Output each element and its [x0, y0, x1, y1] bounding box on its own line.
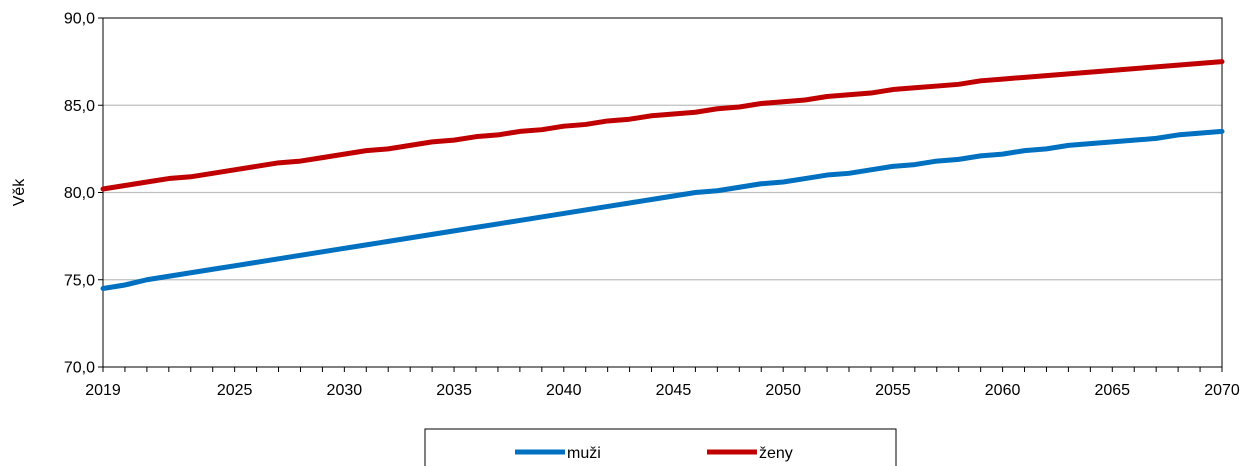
series-line-1 [100, 59, 1225, 192]
x-tick-label: 2060 [985, 382, 1021, 399]
series-line-0 [100, 128, 1225, 291]
gridlines [103, 104, 1222, 281]
x-tick-label: 2050 [765, 382, 801, 399]
x-tick-label: 2030 [327, 382, 363, 399]
legend-label: ženy [759, 445, 793, 462]
x-tick-label: 2040 [546, 382, 582, 399]
y-tick-label: 90,0 [64, 11, 95, 28]
y-axis-title: Věk [11, 178, 28, 207]
y-tick-label: 75,0 [64, 272, 95, 289]
x-tick-label: 2019 [85, 382, 121, 399]
legend: muži ženy [424, 428, 897, 466]
y-tick-label: 85,0 [64, 98, 95, 115]
x-tick-label: 2055 [875, 382, 911, 399]
series-layer [100, 59, 1225, 291]
legend-box [424, 428, 897, 466]
x-tick-label: 2070 [1204, 382, 1240, 399]
legend-label: muži [567, 445, 601, 462]
y-axis: 70,0 75,0 80,0 85,0 90,0 [64, 11, 103, 377]
x-tick-label: 2045 [656, 382, 692, 399]
y-tick-label: 80,0 [64, 185, 95, 202]
x-tick-label: 2035 [436, 382, 472, 399]
x-axis: 2019 2025 2030 2035 2040 2045 2050 2055 2060 2065… [85, 367, 1240, 399]
x-tick-label: 2025 [217, 382, 253, 399]
x-tick-label: 2065 [1094, 382, 1130, 399]
y-tick-label: 70,0 [64, 360, 95, 377]
